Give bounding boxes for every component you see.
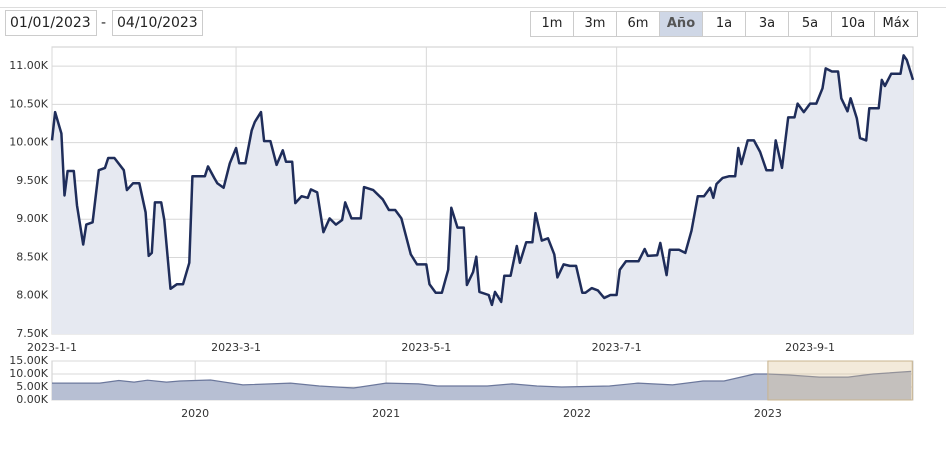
x-tick-label: 2023 — [754, 407, 782, 420]
top-border — [0, 7, 946, 8]
date-from[interactable]: 01/01/2023 — [5, 10, 97, 36]
y-tick-label: 5.00K — [16, 380, 48, 393]
range-button[interactable]: 10a — [831, 12, 874, 36]
range-button[interactable]: 3a — [745, 12, 788, 36]
range-buttons: 1m 3m 6m Año 1a 3a 5a 10a Máx — [530, 11, 918, 37]
y-tick-label: 0.00K — [16, 393, 48, 406]
x-tick-label: 2023-9-1 — [785, 341, 835, 354]
range-button[interactable]: 5a — [788, 12, 831, 36]
y-tick-label: 9.00K — [16, 212, 48, 225]
x-tick-label: 2023-1-1 — [27, 341, 77, 354]
y-tick-label: 10.50K — [9, 97, 48, 110]
navigator-selection — [767, 360, 913, 401]
x-tick-label: 2022 — [563, 407, 591, 420]
range-button[interactable]: 3m — [573, 12, 616, 36]
area-fill — [52, 371, 912, 400]
area-fill — [52, 55, 913, 335]
range-button[interactable]: 1m — [531, 12, 573, 36]
x-tick-label: 2023-7-1 — [592, 341, 642, 354]
y-tick-label: 15.00K — [9, 354, 48, 367]
range-button[interactable]: Año — [659, 12, 702, 36]
date-to[interactable]: 04/10/2023 — [112, 10, 203, 36]
x-tick-label: 2021 — [372, 407, 400, 420]
y-tick-label: 10.00K — [9, 136, 48, 149]
x-tick-label: 2023-3-1 — [211, 341, 261, 354]
line — [50, 54, 915, 307]
date-separator: - — [101, 15, 107, 31]
y-tick-label: 7.50K — [16, 327, 48, 340]
y-tick-label: 9.50K — [16, 174, 48, 187]
x-tick-label: 2023-5-1 — [401, 341, 451, 354]
x-tick-label: 2020 — [181, 407, 209, 420]
y-tick-label: 8.00K — [16, 289, 48, 302]
range-button[interactable]: 6m — [616, 12, 659, 36]
y-tick-label: 10.00K — [9, 367, 48, 380]
y-tick-label: 11.00K — [9, 59, 48, 72]
y-tick-label: 8.50K — [16, 250, 48, 263]
range-button[interactable]: 1a — [702, 12, 745, 36]
range-button[interactable]: Máx — [874, 12, 917, 36]
